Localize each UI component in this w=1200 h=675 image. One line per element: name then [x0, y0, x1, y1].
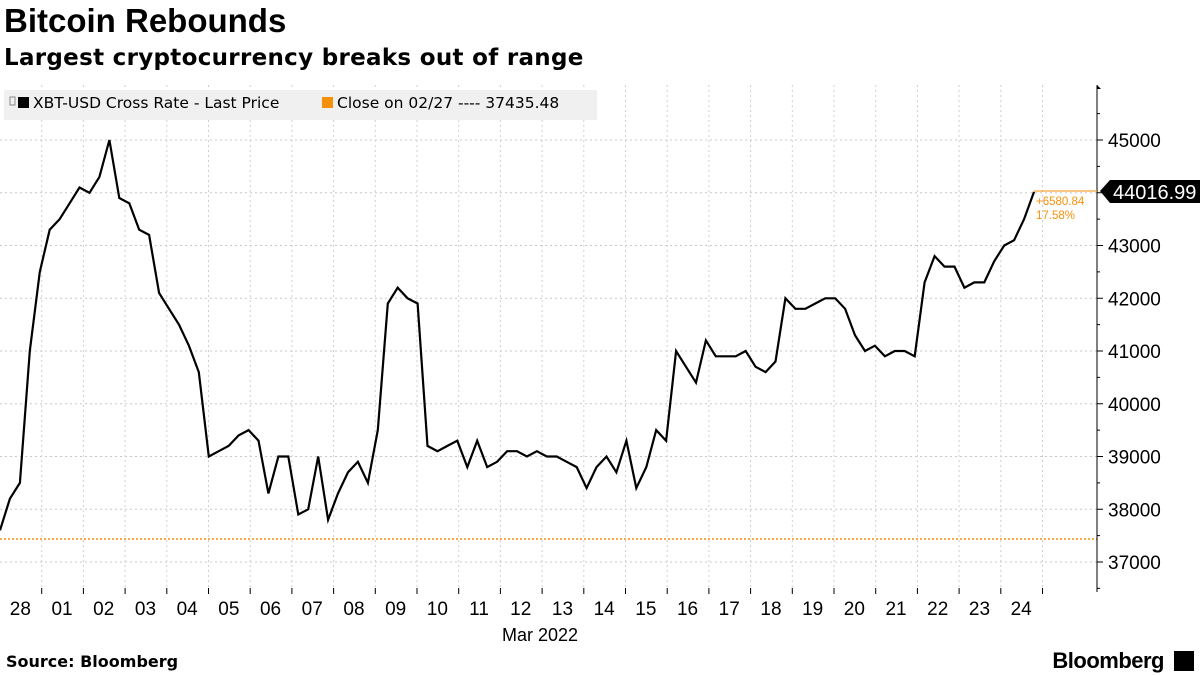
x-tick-label: 11 [469, 599, 489, 620]
legend-box [4, 90, 597, 120]
x-tick-label: 19 [802, 599, 823, 620]
x-tick-label: 07 [302, 599, 323, 620]
x-tick-label: 02 [93, 599, 114, 620]
x-tick-label: 16 [677, 599, 698, 620]
y-tick-label: 41000 [1108, 342, 1161, 363]
x-tick-label: 18 [760, 599, 781, 620]
x-tick-label: 15 [635, 599, 656, 620]
legend-swatch-close [322, 97, 333, 108]
x-tick-label: 06 [260, 599, 281, 620]
last-value-label: 44016.99 [1113, 182, 1196, 204]
bloomberg-logo: Bloomberg [1052, 648, 1164, 673]
y-tick-label: 45000 [1108, 131, 1161, 152]
x-tick-label: 01 [51, 599, 72, 620]
legend-swatch-price [18, 97, 29, 108]
y-tick-label: 42000 [1108, 289, 1161, 310]
legend-label-price: XBT-USD Cross Rate - Last Price [33, 94, 279, 112]
y-tick-label: 39000 [1108, 448, 1161, 469]
legend-label-close: Close on 02/27 ---- 37435.48 [337, 94, 559, 112]
x-tick-label: 05 [218, 599, 239, 620]
y-tick-label: 40000 [1108, 395, 1161, 416]
change-label: +6580.84 [1036, 196, 1085, 208]
x-tick-label: 22 [927, 599, 948, 620]
y-tick-label: 38000 [1108, 500, 1161, 521]
x-tick-label: 10 [427, 599, 448, 620]
legend-toggle-icon[interactable] [9, 96, 16, 106]
y-axis-arrow [1097, 85, 1101, 89]
x-tick-label: 13 [552, 599, 573, 620]
y-tick-label: 43000 [1108, 237, 1161, 258]
x-tick-label: 17 [719, 599, 740, 620]
x-tick-label: 03 [135, 599, 156, 620]
y-tick-label: 37000 [1108, 553, 1161, 574]
x-tick-label: 08 [343, 599, 364, 620]
chart-title: Bitcoin Rebounds [4, 2, 287, 39]
x-tick-label: 14 [594, 599, 616, 620]
chart-subtitle: Largest cryptocurrency breaks out of ran… [4, 45, 584, 71]
x-tick-label: 12 [510, 599, 531, 620]
bloomberg-logo-icon [1174, 651, 1194, 671]
price-line [0, 139, 1036, 531]
last-value-badge [1100, 180, 1200, 203]
source-note: Source: Bloomberg [6, 652, 179, 671]
x-tick-label: 21 [885, 599, 906, 620]
x-tick-label: 24 [1011, 599, 1033, 620]
x-tick-label: 28 [10, 599, 31, 620]
x-tick-label: 04 [177, 599, 199, 620]
x-tick-label: 09 [385, 599, 406, 620]
change-pct-label: 17.58% [1036, 210, 1075, 222]
x-tick-label: 20 [844, 599, 865, 620]
x-axis-label: Mar 2022 [502, 625, 578, 645]
x-tick-label: 23 [969, 599, 990, 620]
